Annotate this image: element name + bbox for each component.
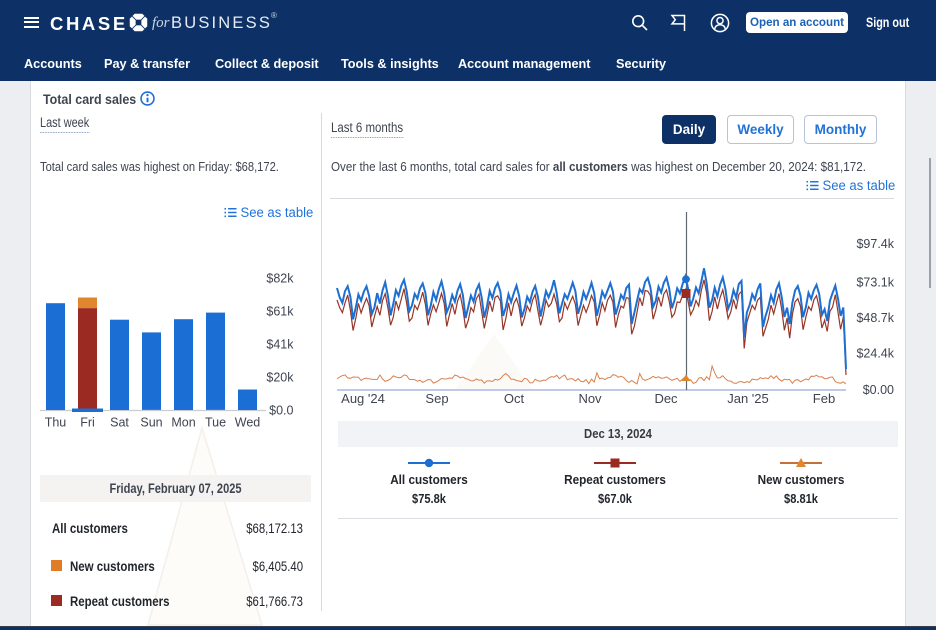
svg-text:Jan '25: Jan '25 bbox=[727, 391, 769, 406]
svg-text:Wed: Wed bbox=[235, 416, 261, 430]
svg-text:$61k: $61k bbox=[266, 305, 294, 319]
svg-text:Dec: Dec bbox=[654, 391, 678, 406]
svg-text:Thu: Thu bbox=[45, 416, 67, 430]
svg-text:$82k: $82k bbox=[266, 272, 294, 286]
svg-text:$20k: $20k bbox=[266, 371, 294, 385]
svg-text:$24.4k: $24.4k bbox=[856, 347, 894, 361]
svg-text:$0.0: $0.0 bbox=[269, 404, 293, 418]
svg-text:Oct: Oct bbox=[504, 391, 525, 406]
svg-text:$0.00: $0.00 bbox=[863, 383, 894, 397]
svg-text:$73.1k: $73.1k bbox=[856, 276, 894, 290]
svg-text:$97.4k: $97.4k bbox=[856, 237, 894, 251]
svg-text:Aug '24: Aug '24 bbox=[341, 391, 385, 406]
svg-text:Sat: Sat bbox=[110, 416, 129, 430]
svg-text:Mon: Mon bbox=[171, 416, 195, 430]
svg-text:$48.7k: $48.7k bbox=[856, 311, 894, 325]
svg-text:Sun: Sun bbox=[140, 416, 162, 430]
svg-text:Fri: Fri bbox=[80, 416, 95, 430]
svg-text:Tue: Tue bbox=[205, 416, 226, 430]
svg-text:$41k: $41k bbox=[266, 338, 294, 352]
svg-text:Sep: Sep bbox=[425, 391, 448, 406]
svg-text:Feb: Feb bbox=[813, 391, 835, 406]
svg-text:Nov: Nov bbox=[578, 391, 602, 406]
